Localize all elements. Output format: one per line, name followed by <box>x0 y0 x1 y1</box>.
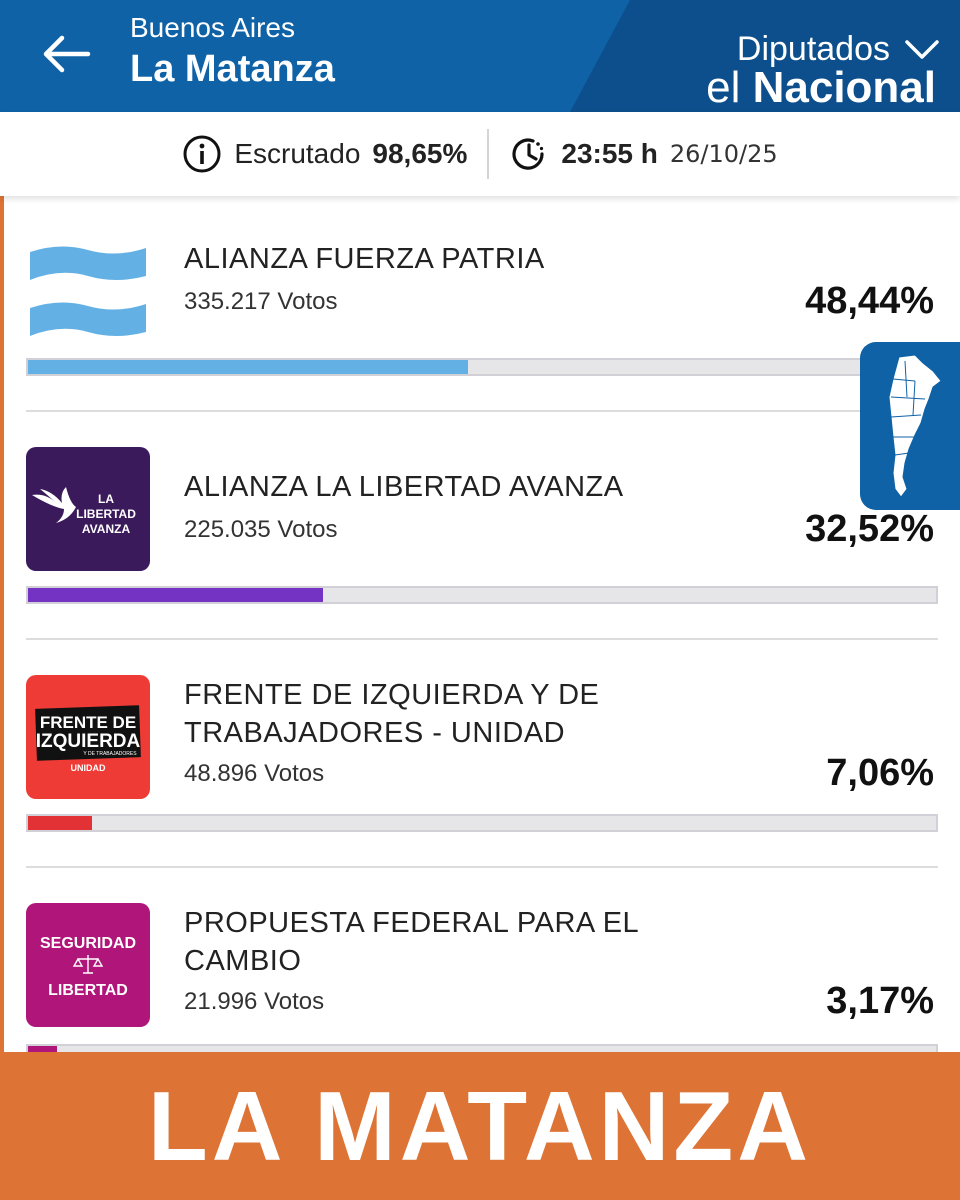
pfc-line1: SEGURIDAD <box>40 935 136 952</box>
seguridad-libertad-logo: SEGURIDAD LIBERTAD <box>26 903 150 1027</box>
category-dropdown[interactable]: Diputados <box>737 30 940 69</box>
fit-line2: IZQUIERDA <box>36 731 141 752</box>
back-button[interactable] <box>34 26 98 82</box>
scales-icon <box>72 955 104 974</box>
frente-de-izquierda-logo: FRENTE DE IZQUIERDA Y DE TRABAJADORES UN… <box>26 675 150 799</box>
party-percent: 3,17% <box>826 980 934 1022</box>
chevron-down-icon <box>905 39 939 59</box>
scrutiny-status: Escrutado 98,65% <box>182 134 467 174</box>
banner-title: LA MATANZA <box>147 1070 813 1181</box>
map-button[interactable] <box>860 342 960 510</box>
party-votes: 335.217 Votos <box>184 288 338 315</box>
city-title: La Matanza <box>130 48 335 90</box>
page-edge <box>0 112 4 1052</box>
result-row[interactable]: LA LIBERTAD AVANZA ALIANZA LA LIBERTAD A… <box>0 424 960 652</box>
province-label: Buenos Aires <box>130 12 295 43</box>
party-name: PROPUESTA FEDERAL PARA EL CAMBIO <box>184 907 639 977</box>
fit-line1: FRENTE DE <box>40 713 136 732</box>
result-bar <box>26 814 938 832</box>
result-bar-fill <box>28 360 468 374</box>
argentina-map-icon <box>888 354 942 498</box>
party-name: FRENTE DE IZQUIERDA Y DE TRABAJADORES - … <box>184 679 600 749</box>
status-divider <box>487 129 490 179</box>
party-name: ALIANZA LA LIBERTAD AVANZA <box>184 471 624 503</box>
party-percent: 48,44% <box>805 280 934 322</box>
party-votes: 48.896 Votos <box>184 760 325 787</box>
app-header: Buenos Aires La Matanza Diputados el Nac… <box>0 0 960 112</box>
scrutiny-value: 98,65% <box>372 138 468 169</box>
header-brand-panel <box>570 0 960 112</box>
logo-el: el <box>706 63 741 112</box>
pfc-line2: LIBERTAD <box>48 982 128 999</box>
info-icon <box>183 135 221 173</box>
party-percent: 7,06% <box>826 752 934 794</box>
party-percent: 32,52% <box>805 508 934 550</box>
el-nacional-logo: el Nacional <box>706 66 936 110</box>
argentina-flag-logo <box>26 230 150 354</box>
location-banner: LA MATANZA <box>0 1052 960 1200</box>
result-bar <box>26 586 938 604</box>
row-divider <box>26 866 938 868</box>
arrow-left-icon <box>43 35 91 73</box>
time-value: 23:55 h <box>561 138 658 169</box>
party-name: ALIANZA FUERZA PATRIA <box>184 243 545 275</box>
date-value: 26/10/25 <box>669 140 778 168</box>
result-bar <box>26 358 938 376</box>
party-votes: 225.035 Votos <box>184 516 338 543</box>
result-row[interactable]: ALIANZA FUERZA PATRIA 335.217 Votos 48,4… <box>0 196 960 424</box>
logo-nacional: Nacional <box>752 63 936 112</box>
category-label: Diputados <box>736 30 890 68</box>
scrutiny-label: Escrutado <box>234 138 361 169</box>
lla-line1: LA <box>98 492 114 506</box>
result-row[interactable]: FRENTE DE IZQUIERDA Y DE TRABAJADORES UN… <box>0 652 960 880</box>
result-bar-fill <box>28 588 324 602</box>
la-libertad-avanza-logo: LA LIBERTAD AVANZA <box>26 447 150 571</box>
row-divider <box>26 410 938 412</box>
result-bar-fill <box>28 816 93 830</box>
update-time: 23:55 h 26/10/25 <box>509 134 778 174</box>
fit-line4: UNIDAD <box>71 763 106 773</box>
lla-line2: LIBERTAD <box>76 507 136 521</box>
fit-line3: Y DE TRABAJADORES <box>83 751 137 757</box>
clock-history-icon <box>512 138 544 170</box>
status-bar: Escrutado 98,65% 23:55 h 26/10/25 <box>0 112 960 196</box>
party-votes: 21.996 Votos <box>184 988 325 1015</box>
row-divider <box>26 638 938 640</box>
lla-line3: AVANZA <box>82 522 131 536</box>
